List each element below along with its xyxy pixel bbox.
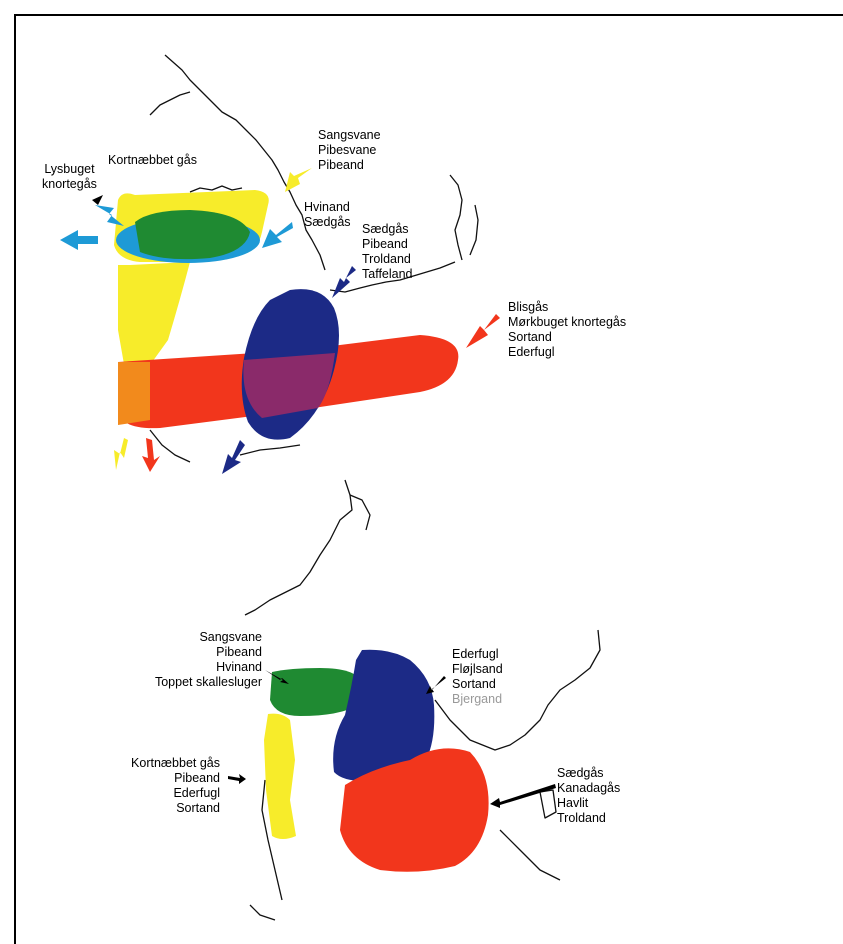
- label-line: Sædgås: [557, 766, 604, 780]
- label-line: Pibeand: [174, 771, 220, 785]
- label-line: Bjergand: [452, 692, 503, 706]
- arrow-yellow-south-out: [114, 438, 128, 470]
- label-line: Pibeand: [318, 158, 364, 172]
- label-line: Kortnæbbet gås: [131, 756, 220, 770]
- label-line: Sædgås: [304, 215, 351, 229]
- pointer-lysbuget: [92, 195, 103, 205]
- region-west-yellow: [118, 262, 190, 370]
- arrow-blisgaas-in: [466, 314, 500, 348]
- label-line: Sortand: [452, 677, 496, 691]
- label-line: Mørkbuget knortegås: [508, 315, 627, 329]
- label-kortnaebbet: Kortnæbbet gås: [108, 153, 197, 168]
- label-line: Ederfugl: [452, 647, 499, 661]
- pointer-ne: [426, 676, 446, 694]
- label-line: Sangsvane: [318, 128, 381, 142]
- region-overlap-purple: [243, 353, 335, 418]
- label-line: Pibeand: [362, 237, 408, 251]
- arrow-kortnaebbet-in: [145, 200, 157, 212]
- label-hvinand: Hvinand Sædgås: [304, 200, 351, 230]
- region-southwest-orange: [118, 362, 150, 425]
- figure-frame: [14, 14, 843, 944]
- label-blisgaas: Blisgås Mørkbuget knortegås Sortand Eder…: [508, 300, 626, 360]
- label-line: Sædgås: [362, 222, 409, 236]
- region-west-yellow-bottom: [264, 713, 296, 839]
- label-line: Hvinand: [304, 200, 350, 214]
- top-arrows: [60, 168, 500, 474]
- label-line: Blisgås: [508, 300, 549, 314]
- arrow-hvinand-in: [262, 222, 293, 248]
- pointer-nw: [265, 670, 289, 684]
- label-line: Ederfugl: [508, 345, 555, 359]
- label-ne: Ederfugl Fløjlsand Sortand Bjergand: [452, 647, 503, 707]
- arrow-saedgaas-in: [332, 266, 356, 298]
- arrow-sangsvane-in: [285, 168, 312, 192]
- label-line: Ederfugl: [173, 786, 220, 800]
- top-coastline: [149, 54, 479, 463]
- pointer-west: [228, 774, 246, 784]
- label-line: Troldand: [362, 252, 411, 266]
- arrow-navy-south-out: [222, 440, 245, 474]
- bottom-pointers: [228, 670, 556, 808]
- label-line: Sortand: [176, 801, 220, 815]
- pointer-se: [490, 784, 556, 808]
- label-se: Sædgås Kanadagås Havlit Troldand: [557, 766, 620, 826]
- label-line: Kortnæbbet gås: [108, 153, 197, 167]
- label-line: Sangsvane: [199, 630, 262, 644]
- label-line: Pibesvane: [318, 143, 377, 157]
- label-line: Taffeland: [362, 267, 413, 281]
- label-lysbuget: Lysbuget knortegås: [42, 162, 97, 192]
- arrow-blue-west-out: [60, 230, 98, 250]
- label-line: Sortand: [508, 330, 552, 344]
- top-map: [60, 54, 500, 474]
- label-west: Kortnæbbet gås Pibeand Ederfugl Sortand: [118, 756, 220, 816]
- label-line: Lysbuget: [44, 162, 95, 176]
- label-line: Pibeand: [216, 645, 262, 659]
- label-line: Kanadagås: [557, 781, 621, 795]
- region-ne-navy: [333, 649, 435, 781]
- label-line: Havlit: [557, 796, 589, 810]
- label-line: Toppet skallesluger: [154, 675, 262, 689]
- label-sangsvane: Sangsvane Pibesvane Pibeand: [318, 128, 381, 173]
- label-line: Fløjlsand: [452, 662, 503, 676]
- label-line: knortegås: [42, 177, 97, 191]
- label-line: Troldand: [557, 811, 606, 825]
- label-line: Hvinand: [216, 660, 262, 674]
- region-se-red: [340, 748, 489, 872]
- arrow-red-south-out: [142, 438, 160, 472]
- region-nw-green: [270, 668, 362, 716]
- arrow-lysbuget-in: [95, 205, 124, 226]
- label-saedgaas: Sædgås Pibeand Troldand Taffeland: [362, 222, 413, 282]
- region-north-green: [135, 210, 250, 260]
- label-nw: Sangsvane Pibeand Hvinand Toppet skalles…: [140, 630, 262, 690]
- bottom-map: [228, 479, 601, 921]
- bottom-coastline: [244, 479, 601, 921]
